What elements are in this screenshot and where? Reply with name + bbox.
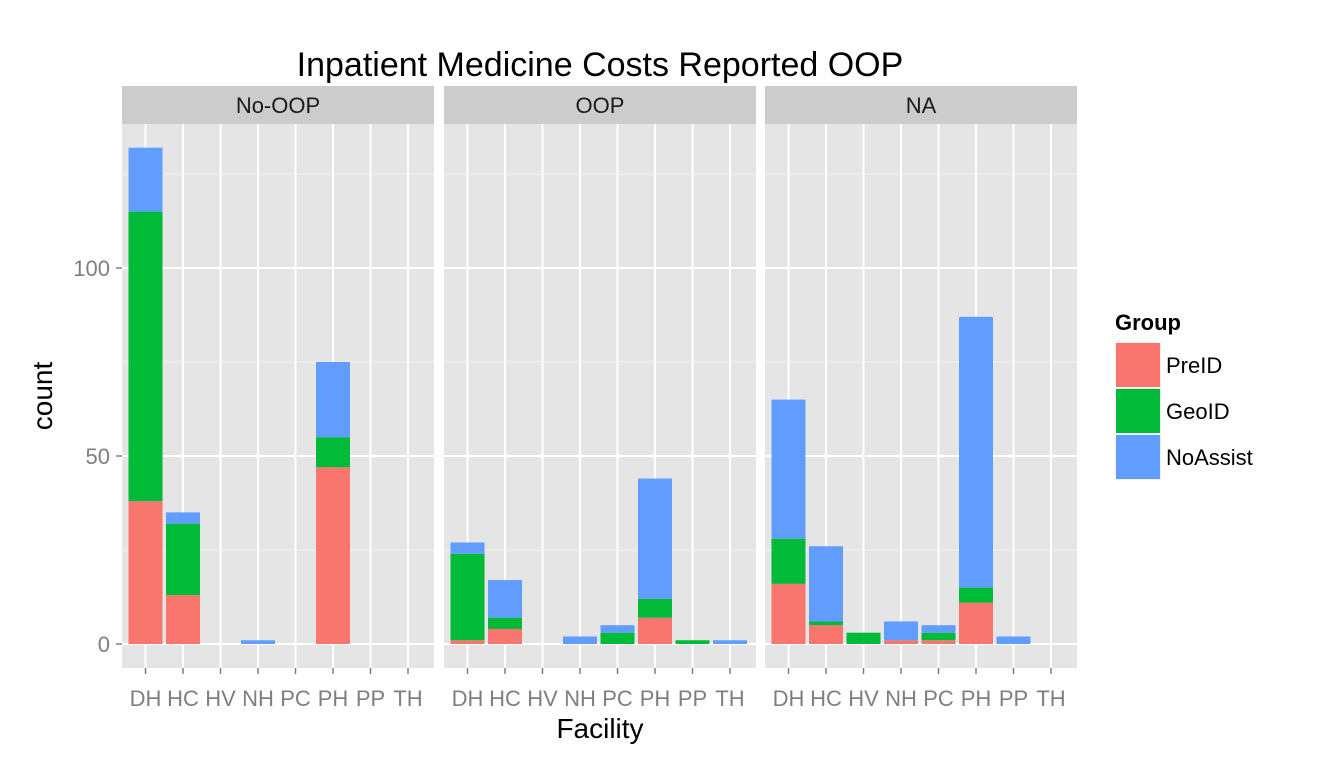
bar-na-ph-noassist bbox=[959, 316, 993, 588]
chart-title: Inpatient Medicine Costs Reported OOP bbox=[297, 46, 904, 84]
bar-oop-hc-preid bbox=[488, 628, 522, 644]
facet-strip-label: No-OOP bbox=[236, 93, 320, 118]
x-tick-label: HV bbox=[848, 686, 879, 711]
x-axis-title: Facility bbox=[556, 713, 643, 744]
bar-na-pc-geoid bbox=[921, 632, 956, 641]
bar-oop-ph-preid bbox=[638, 617, 672, 644]
bar-oop-hc-noassist bbox=[488, 580, 522, 618]
legend-swatch bbox=[1116, 343, 1160, 387]
bar-na-hc-noassist bbox=[809, 546, 843, 622]
bar-oop-nh-noassist bbox=[563, 636, 597, 644]
bar-oop-hc-geoid bbox=[488, 617, 522, 629]
bar-no-oop-hc-preid bbox=[166, 595, 200, 644]
facet-strip bbox=[122, 86, 434, 124]
bar-oop-ph-geoid bbox=[638, 598, 672, 618]
bar-oop-pc-geoid bbox=[600, 632, 635, 644]
bar-na-dh-geoid bbox=[771, 538, 806, 584]
bar-na-ph-preid bbox=[959, 602, 993, 644]
x-tick-label: NH bbox=[564, 686, 596, 711]
bar-na-nh-noassist bbox=[884, 621, 918, 641]
x-tick-label: HV bbox=[527, 686, 558, 711]
bar-no-oop-ph-geoid bbox=[316, 437, 350, 468]
bar-no-oop-dh-geoid bbox=[128, 211, 163, 502]
y-axis: 0 50 100 bbox=[73, 256, 122, 657]
bar-oop-ph-noassist bbox=[638, 478, 672, 599]
bar-no-oop-dh-noassist bbox=[128, 147, 163, 212]
x-tick-label: DH bbox=[130, 686, 162, 711]
bar-na-hc-geoid bbox=[809, 621, 843, 626]
x-tick-label: PH bbox=[318, 686, 349, 711]
legend-swatch bbox=[1116, 389, 1160, 433]
bar-na-dh-preid bbox=[771, 583, 806, 644]
panel-background bbox=[444, 124, 756, 668]
bar-na-pp-noassist bbox=[996, 636, 1031, 644]
x-tick-label: TH bbox=[715, 686, 744, 711]
x-tick-label: PP bbox=[356, 686, 385, 711]
x-tick-label: DH bbox=[452, 686, 484, 711]
bar-na-hc-preid bbox=[809, 625, 843, 644]
x-tick-label: PC bbox=[923, 686, 954, 711]
bar-no-oop-hc-noassist bbox=[166, 512, 200, 524]
legend-label: PreID bbox=[1166, 353, 1222, 378]
bar-oop-th-noassist bbox=[713, 640, 747, 644]
x-tick-label: NH bbox=[885, 686, 917, 711]
x-tick-label: DH bbox=[773, 686, 805, 711]
bar-na-dh-noassist bbox=[771, 399, 806, 539]
facet-strip bbox=[444, 86, 756, 124]
x-tick-label: PC bbox=[280, 686, 311, 711]
legend-label: NoAssist bbox=[1166, 445, 1253, 470]
bar-no-oop-nh-noassist bbox=[241, 640, 275, 644]
x-tick-label: HV bbox=[205, 686, 236, 711]
bar-na-nh-preid bbox=[884, 640, 918, 644]
x-tick-label: HC bbox=[167, 686, 199, 711]
facet-strip bbox=[765, 86, 1077, 124]
legend-label: GeoID bbox=[1166, 399, 1230, 424]
bar-oop-pp-geoid bbox=[675, 640, 710, 644]
bar-no-oop-dh-preid bbox=[128, 501, 163, 644]
x-tick-label: NH bbox=[242, 686, 274, 711]
bar-oop-dh-preid bbox=[450, 640, 485, 644]
bar-na-pc-preid bbox=[921, 640, 956, 644]
legend-item-noassist: NoAssist bbox=[1115, 434, 1253, 480]
facet-strip-label: OOP bbox=[576, 93, 625, 118]
legend-item-geoid: GeoID bbox=[1115, 388, 1230, 434]
facet-strip-label: NA bbox=[906, 93, 937, 118]
x-tick-label: TH bbox=[393, 686, 422, 711]
bar-oop-pc-noassist bbox=[600, 625, 635, 633]
x-tick-label: HC bbox=[489, 686, 521, 711]
bar-na-pc-noassist bbox=[921, 625, 956, 633]
legend-swatch bbox=[1116, 435, 1160, 479]
x-tick-label: TH bbox=[1036, 686, 1065, 711]
x-tick-label: HC bbox=[810, 686, 842, 711]
panel-no-oop: No-OOP DH HC HV NH PC PH PP TH bbox=[122, 86, 434, 711]
bar-oop-dh-noassist bbox=[450, 542, 485, 554]
panel-na: NA DH HC HV NH PC PH PP TH bbox=[765, 86, 1077, 711]
bar-oop-dh-geoid bbox=[450, 553, 485, 641]
y-tick-label: 100 bbox=[73, 256, 110, 281]
y-tick-label: 0 bbox=[98, 632, 110, 657]
y-axis-title: count bbox=[27, 362, 58, 431]
panel-oop: OOP DH HC HV NH PC PH PP TH bbox=[444, 86, 756, 711]
bar-no-oop-ph-noassist bbox=[316, 362, 350, 438]
bar-na-hv-geoid bbox=[846, 632, 881, 644]
x-tick-label: PH bbox=[640, 686, 671, 711]
legend: Group PreID GeoID NoAssist bbox=[1115, 310, 1253, 480]
x-tick-label: PP bbox=[678, 686, 707, 711]
bar-na-ph-geoid bbox=[959, 587, 993, 603]
legend-title: Group bbox=[1115, 310, 1181, 335]
x-tick-label: PC bbox=[602, 686, 633, 711]
x-tick-label: PP bbox=[999, 686, 1028, 711]
bar-no-oop-hc-geoid bbox=[166, 523, 200, 596]
x-tick-label: PH bbox=[961, 686, 992, 711]
y-tick-label: 50 bbox=[86, 444, 110, 469]
legend-item-preid: PreID bbox=[1115, 342, 1222, 388]
bar-no-oop-ph-preid bbox=[316, 467, 350, 644]
